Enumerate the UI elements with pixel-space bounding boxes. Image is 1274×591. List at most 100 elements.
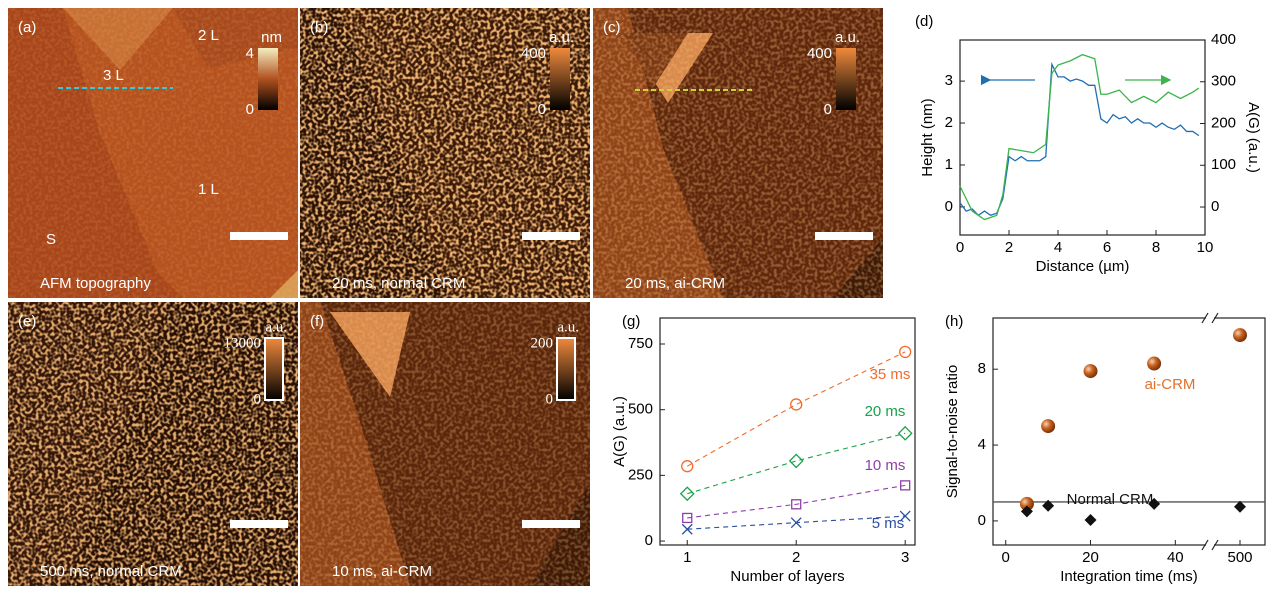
data-line (959, 61, 1200, 217)
colorbar-min: 0 (824, 101, 832, 118)
y-tick-label: 8 (978, 360, 986, 377)
colorbar (550, 48, 570, 110)
marker (897, 425, 913, 441)
colorbar-min: 0 (546, 391, 554, 407)
image-panel: (e) 500 ms, normal CRM a.u.13000 0 (8, 302, 298, 586)
x-tick-label: 0 (1002, 549, 1010, 566)
x-tick-label: 1 (683, 549, 691, 566)
x-tick-label: 0 (956, 239, 964, 256)
image-noise (8, 302, 298, 586)
panel-label: (b) (310, 19, 328, 36)
y-tick-label: 0 (978, 512, 986, 529)
y2-tick-label: 300 (1211, 73, 1236, 90)
scale-bar (230, 520, 288, 528)
y-tick-label: 750 (628, 335, 653, 352)
x-tick-label: 8 (1152, 239, 1160, 256)
panel-label: (g) (622, 313, 640, 330)
image-caption: 20 ms, normal CRM (332, 275, 465, 292)
marker (899, 345, 912, 359)
y-axis-label: Signal-to-noise ratio (944, 365, 961, 498)
colorbar-min: 0 (246, 101, 254, 118)
y2-tick-label: 0 (1211, 198, 1219, 215)
colorbar (556, 337, 576, 401)
image-panel: (a) 2 L 3 L 1 L S AFM topography nm 4 0 (8, 8, 298, 298)
x-tick-label: 20 (1082, 549, 1099, 566)
x-axis-label: Number of layers (730, 568, 844, 585)
y-axis-label: Height (nm) (919, 98, 936, 176)
data-line (959, 53, 1200, 221)
colorbar (836, 48, 856, 110)
x-axis-label: Integration time (ms) (1060, 568, 1198, 585)
series-label: ai-CRM (1145, 376, 1196, 393)
y-tick-label: 0 (945, 198, 953, 215)
marker (1234, 500, 1246, 513)
x-tick-label: 3 (901, 549, 909, 566)
marker (1233, 328, 1247, 343)
axis-break-mark (1201, 539, 1219, 551)
marker (681, 460, 694, 473)
marker (899, 510, 911, 522)
marker (788, 453, 804, 469)
layer-annotation: 1 L (198, 181, 219, 198)
panel-label: (e) (18, 313, 36, 330)
image-noise (8, 8, 298, 298)
colorbar-unit: a.u. (265, 319, 287, 335)
image-panel: (f) 10 ms, ai-CRM a.u.200 0 (300, 302, 590, 586)
image-caption: AFM topography (40, 275, 151, 292)
image-noise (593, 8, 883, 298)
marker (1084, 513, 1097, 526)
colorbar (264, 337, 284, 401)
axis-frame (659, 317, 916, 546)
colorbar-min: 0 (254, 391, 262, 407)
x-tick-label: 4 (1054, 239, 1062, 256)
y2-tick-label: 100 (1211, 156, 1236, 173)
panel-label: (f) (310, 313, 324, 330)
marker (679, 486, 695, 502)
image-caption: 500 ms, normal CRM (40, 563, 182, 580)
colorbar-unit: a.u. (557, 319, 579, 335)
image-panel: (c) 20 ms, ai-CRM a.u.400 0 (593, 8, 883, 298)
series-label: 10 ms (865, 457, 906, 474)
image-caption: 20 ms, ai-CRM (625, 275, 725, 292)
marker (1148, 497, 1161, 510)
x-tick-label: 2 (1005, 239, 1013, 256)
scale-bar (522, 232, 580, 240)
fit-line (687, 432, 906, 495)
x-tick-label: 6 (1103, 239, 1111, 256)
colorbar-unit: nm (261, 29, 282, 46)
axis-frame (959, 39, 1206, 236)
colorbar-unit: a.u. (835, 29, 860, 46)
x-tick-label: 10 (1197, 239, 1214, 256)
panel-label: (a) (18, 19, 36, 36)
y2-tick-label: 200 (1211, 114, 1236, 131)
layer-annotation: S (46, 231, 56, 248)
image-noise (300, 302, 590, 586)
image-caption: 10 ms, ai-CRM (332, 563, 432, 580)
y-tick-label: 250 (628, 466, 653, 483)
fit-line (687, 484, 906, 519)
x-tick-label: 40 (1167, 549, 1184, 566)
series-label: Normal CRM (1067, 491, 1154, 508)
marker (791, 499, 802, 510)
panel-label: (d) (915, 13, 933, 30)
colorbar-max: 13000 (224, 335, 262, 351)
marker (1020, 505, 1033, 518)
axis-break-mark (1201, 312, 1219, 324)
layer-annotation: 2 L (198, 27, 219, 44)
axis-frame (992, 317, 1266, 546)
axis-break-gap (1206, 315, 1214, 321)
series-label: 20 ms (865, 403, 906, 420)
panel-label: (h) (945, 313, 963, 330)
scale-bar (230, 232, 288, 240)
series-label: 35 ms (870, 366, 911, 383)
y-axis-label: A(G) (a.u.) (611, 396, 628, 467)
marker (790, 517, 802, 529)
marker (681, 523, 693, 535)
marker (1019, 496, 1034, 511)
colorbar-min: 0 (538, 101, 546, 118)
colorbar (258, 48, 278, 110)
marker (682, 512, 693, 524)
y-tick-label: 2 (945, 114, 953, 131)
scale-bar (815, 232, 873, 240)
